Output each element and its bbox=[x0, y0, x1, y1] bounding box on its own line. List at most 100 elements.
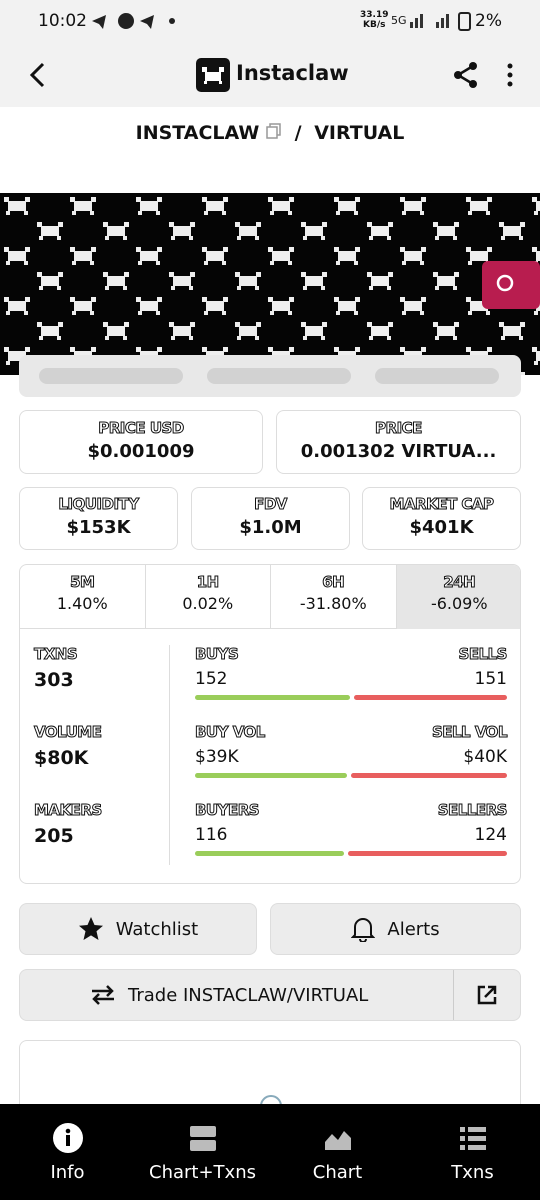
net-speed-unit: KB/s bbox=[362, 20, 386, 30]
stat-left: TXNS 303 bbox=[34, 645, 164, 692]
stat-row: TXNS 303 BUYS SELLS 152 151 bbox=[20, 645, 520, 715]
market-cap-card: MARKET CAP $401K bbox=[362, 487, 521, 550]
menu-button[interactable] bbox=[504, 61, 516, 89]
alerts-button[interactable]: Alerts bbox=[270, 903, 521, 955]
sell-value: 124 bbox=[474, 825, 507, 845]
stat-value: 205 bbox=[34, 825, 74, 847]
pair-quote: VIRTUAL bbox=[314, 122, 405, 144]
battery: 2% bbox=[475, 11, 502, 31]
nav-label: Info bbox=[50, 1162, 85, 1183]
card-label: FDV bbox=[254, 495, 288, 514]
buy-sell-labels: BUYS SELLS bbox=[194, 645, 508, 664]
timeframe-change: -31.80% bbox=[299, 594, 367, 613]
card-value: $0.001009 bbox=[87, 441, 195, 462]
timeframe-tab[interactable]: 6H -31.80% bbox=[271, 565, 397, 629]
card-label: MARKET CAP bbox=[389, 495, 495, 514]
buy-sell-values: $39K $40K bbox=[195, 747, 507, 767]
nav-label: Txns bbox=[451, 1162, 494, 1183]
timeframe-label: 5M bbox=[70, 573, 96, 592]
stat-label: VOLUME bbox=[34, 723, 103, 742]
timeframe-tab[interactable]: 5M 1.40% bbox=[20, 565, 146, 629]
card-value: 0.001302 VIRTUA... bbox=[300, 441, 497, 462]
nav-icon bbox=[405, 1122, 540, 1158]
stat-row: MAKERS 205 BUYERS SELLERS 116 124 bbox=[20, 801, 520, 871]
sell-bar bbox=[347, 851, 507, 856]
time: 10:02 bbox=[38, 11, 87, 31]
button-label: Alerts bbox=[387, 918, 440, 940]
timeframe-label: 24H bbox=[443, 573, 476, 592]
sell-label: SELLERS bbox=[437, 801, 508, 820]
signal-icons bbox=[410, 14, 449, 28]
buy-label: BUYS bbox=[194, 645, 239, 664]
status-bar: 10:02 33.19 KB/s 5G 2% bbox=[0, 0, 540, 45]
pair-title: INSTACLAW / VIRTUAL bbox=[0, 122, 540, 144]
sell-bar bbox=[353, 695, 507, 700]
button-label: Trade INSTACLAW/VIRTUAL bbox=[128, 984, 369, 1006]
header-title: Instaclaw bbox=[236, 61, 349, 85]
copy-icon[interactable] bbox=[266, 123, 282, 139]
app-header: Instaclaw bbox=[0, 45, 540, 107]
nav-item[interactable]: Chart+Txns bbox=[135, 1122, 270, 1183]
stat-left: VOLUME $80K bbox=[34, 723, 164, 770]
pair-separator: / bbox=[294, 122, 302, 144]
sell-bar bbox=[351, 773, 507, 778]
buy-bar bbox=[195, 773, 348, 778]
stat-value: $80K bbox=[34, 747, 89, 769]
nav-icon bbox=[270, 1122, 405, 1158]
ratio-bar bbox=[195, 773, 507, 778]
token-banner bbox=[0, 193, 540, 375]
sell-value: 151 bbox=[474, 669, 507, 689]
star-icon bbox=[78, 917, 103, 940]
external-link-icon[interactable] bbox=[476, 984, 498, 1006]
timeframe-label: 6H bbox=[322, 573, 345, 592]
watchlist-button[interactable]: Watchlist bbox=[19, 903, 257, 955]
timeframe-change: 0.02% bbox=[182, 594, 234, 613]
nav-label: Chart bbox=[312, 1162, 363, 1183]
buy-label: BUYERS bbox=[194, 801, 260, 820]
card-label: PRICE USD bbox=[98, 419, 185, 438]
card-label: PRICE bbox=[375, 419, 423, 438]
ratio-bar bbox=[195, 695, 507, 700]
timeframe-tab[interactable]: 1H 0.02% bbox=[146, 565, 271, 629]
swap-icon bbox=[92, 985, 114, 1005]
bell-icon bbox=[351, 918, 376, 942]
buy-sell-labels: BUY VOL SELL VOL bbox=[195, 723, 508, 742]
sell-label: SELLS bbox=[458, 645, 508, 664]
price-usd-card: PRICE USD $0.001009 bbox=[19, 410, 263, 474]
buy-sell-values: 116 124 bbox=[195, 825, 507, 845]
card-label: LIQUIDITY bbox=[58, 495, 140, 514]
notification-icons bbox=[92, 13, 175, 29]
nav-item[interactable]: Txns bbox=[405, 1122, 540, 1183]
trade-button[interactable]: Trade INSTACLAW/VIRTUAL bbox=[19, 969, 521, 1021]
back-button[interactable] bbox=[26, 61, 50, 89]
buy-sell-labels: BUYERS SELLERS bbox=[194, 801, 508, 820]
timeframe-change: -6.09% bbox=[430, 594, 488, 613]
stat-label: MAKERS bbox=[34, 801, 103, 820]
buy-value: 116 bbox=[195, 825, 228, 845]
pair-base: INSTACLAW bbox=[135, 122, 260, 144]
timeframe-tab[interactable]: 24H -6.09% bbox=[396, 565, 520, 629]
nav-item[interactable]: Chart bbox=[270, 1122, 405, 1183]
nav-item[interactable]: Info bbox=[0, 1122, 135, 1183]
share-button[interactable] bbox=[452, 61, 480, 89]
stat-value: 303 bbox=[34, 669, 74, 691]
stat-label: TXNS bbox=[34, 645, 79, 664]
network-type: 5G bbox=[391, 14, 407, 27]
sell-value: $40K bbox=[463, 747, 507, 767]
app-logo bbox=[196, 58, 230, 92]
net-speed: 33.19 bbox=[360, 10, 389, 20]
bottom-nav: Info Chart+Txns Chart Txns bbox=[0, 1104, 540, 1200]
buy-label: BUY VOL bbox=[195, 723, 266, 742]
buy-sell: BUY VOL SELL VOL $39K $40K bbox=[195, 723, 508, 778]
buy-bar bbox=[195, 851, 344, 856]
card-value: $401K bbox=[409, 517, 474, 538]
buy-sell: BUYS SELLS 152 151 bbox=[194, 645, 508, 700]
buy-value: $39K bbox=[195, 747, 239, 767]
liquidity-card: LIQUIDITY $153K bbox=[19, 487, 178, 550]
stat-left: MAKERS 205 bbox=[34, 801, 164, 848]
card-value: $153K bbox=[66, 517, 131, 538]
buy-sell: BUYERS SELLERS 116 124 bbox=[194, 801, 508, 856]
social-links bbox=[19, 355, 521, 397]
card-value: $1.0M bbox=[239, 517, 302, 538]
stats-panel: 5M 1.40% 1H 0.02% 6H -31.80% 24H -6.09% TXNS 303… bbox=[19, 564, 521, 884]
